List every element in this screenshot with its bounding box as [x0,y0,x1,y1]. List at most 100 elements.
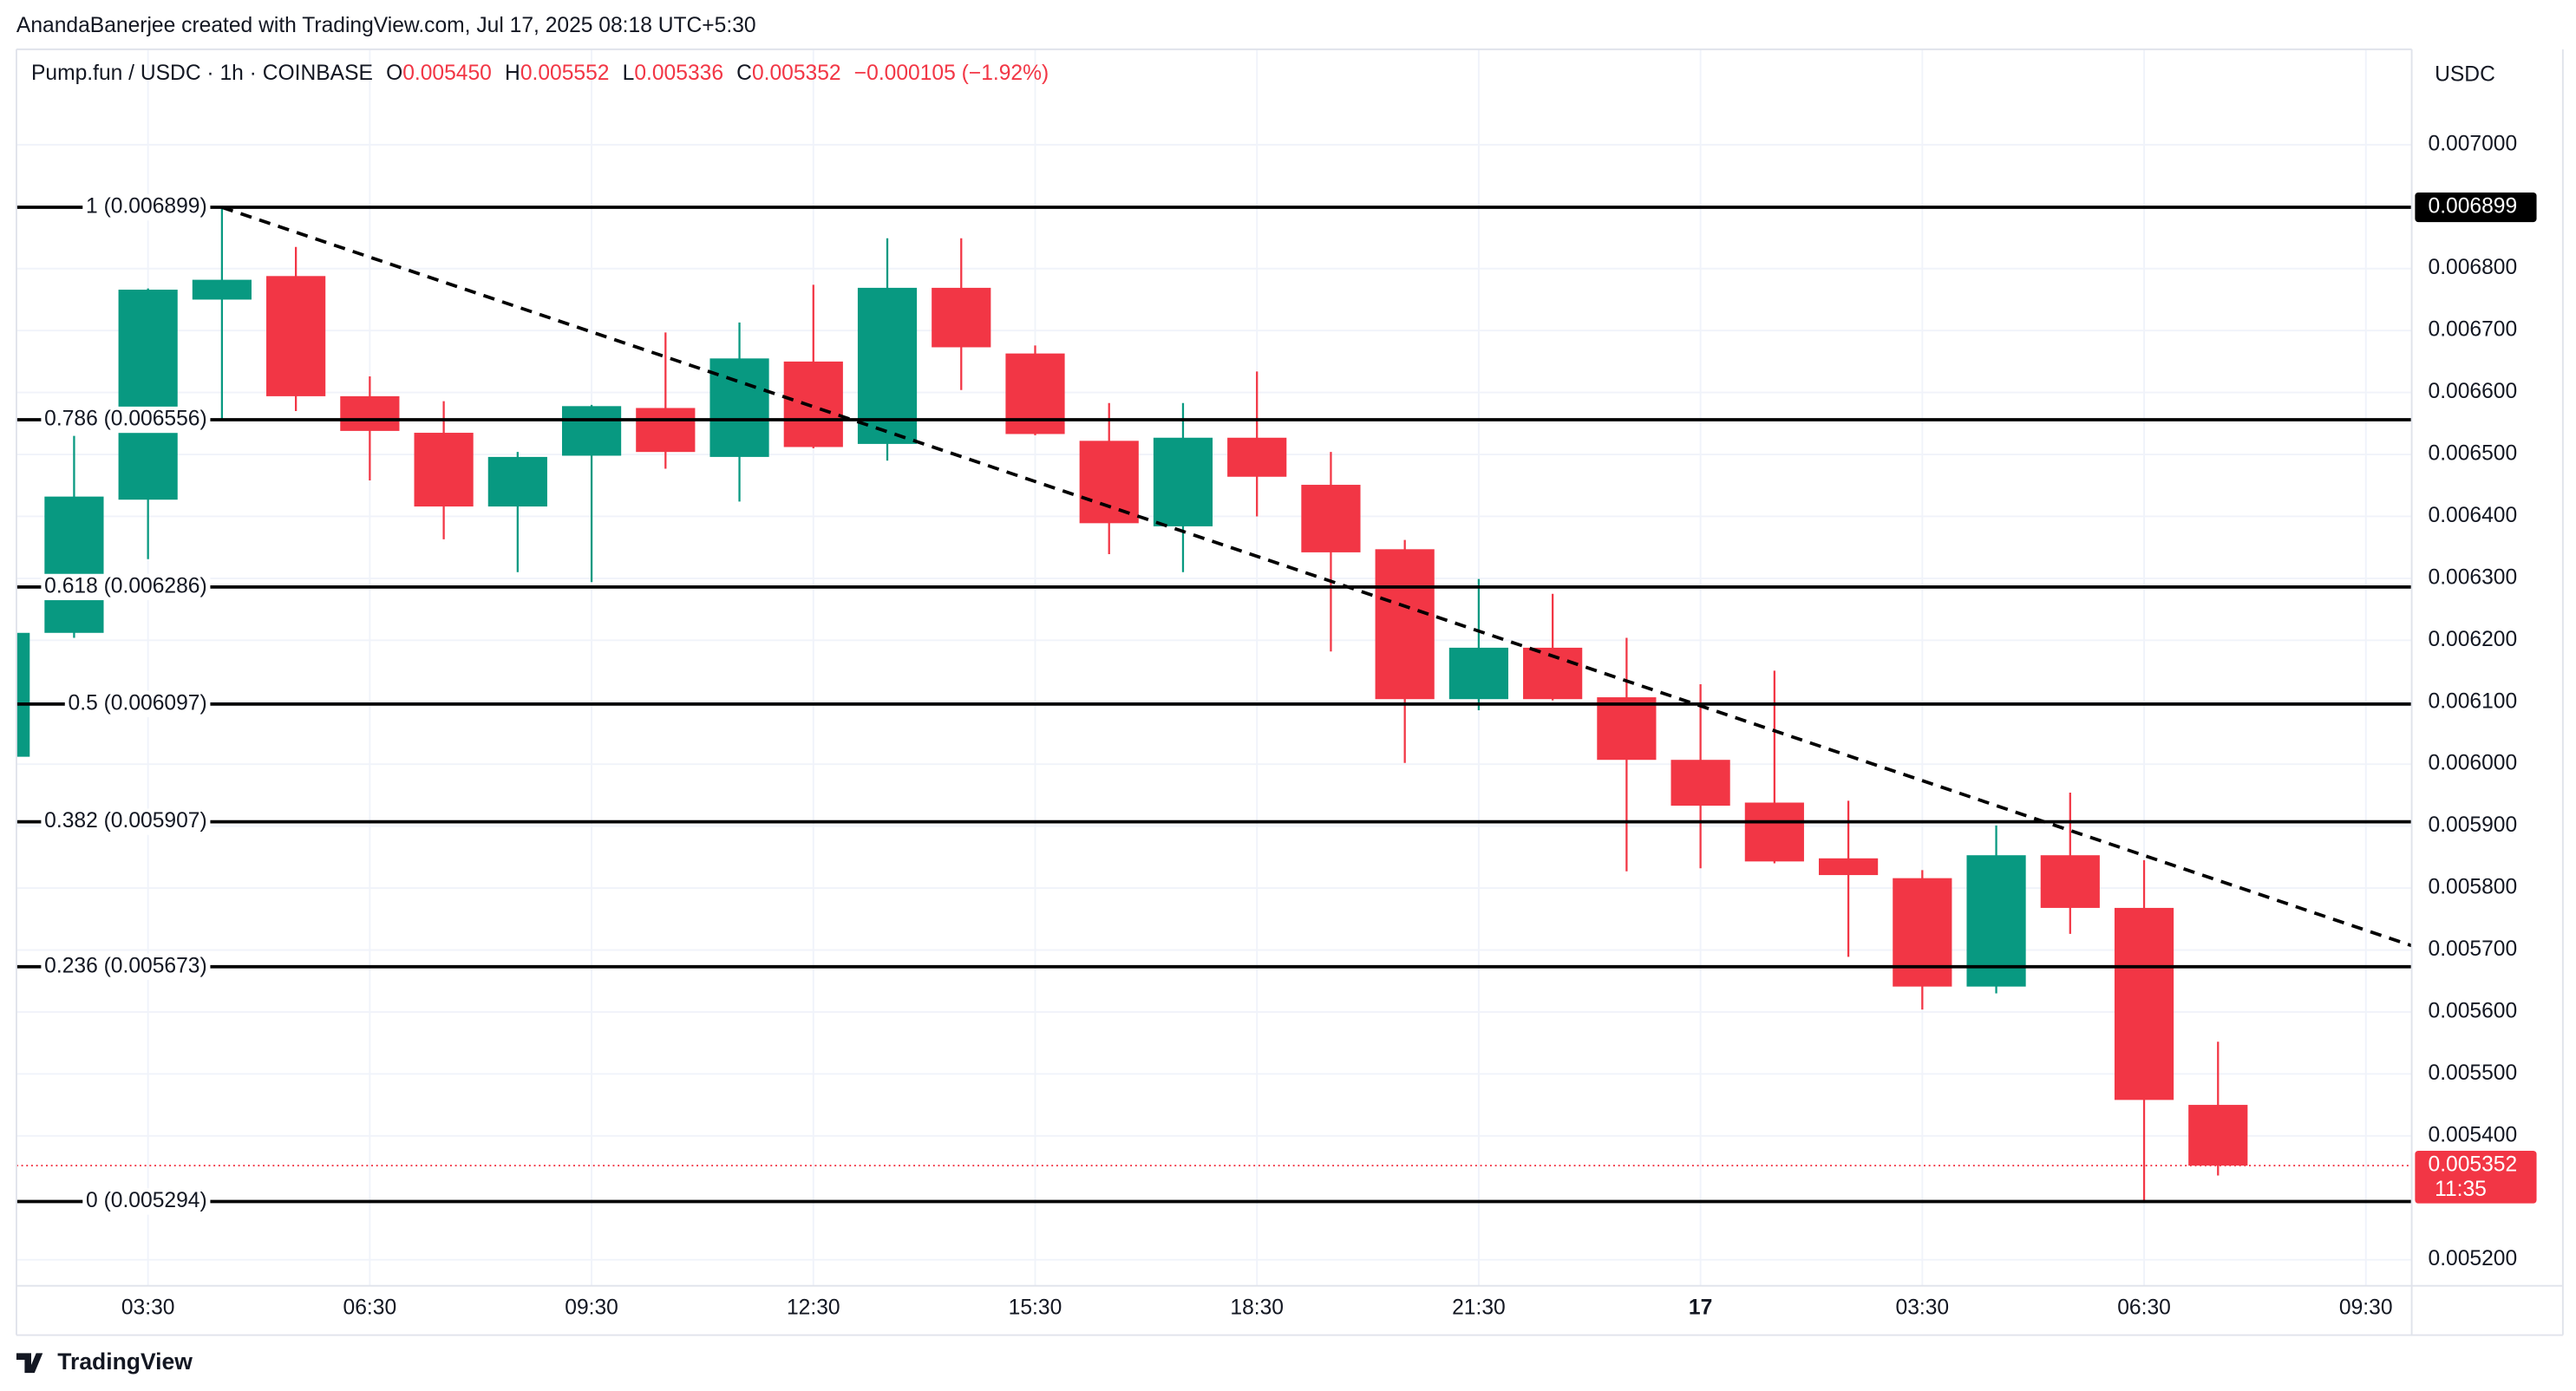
fib-label: 0.5 (0.006097) [69,691,207,715]
legend-key: H [505,62,520,85]
grid [16,49,2412,1286]
candle-body [266,276,326,396]
candle-body [783,361,843,447]
candle-body [118,290,178,500]
candle-body [561,406,622,456]
overlay: 1 (0.006899) 0.786 (0.006556) 0.618 (0.006… [16,193,2412,1215]
y-axis-label: USDC [2435,63,2495,87]
logo: TradingView [16,1349,193,1375]
y-tick-label: 0.006100 [2429,689,2518,713]
y-tick-label: 0.006800 [2429,256,2518,279]
x-tick-label: 09:30 [565,1296,618,1320]
last-price-box [2415,1151,2537,1204]
y-tick-label: 0.006700 [2429,318,2518,342]
x-tick-label: 09:30 [2339,1296,2393,1320]
candle-body [1227,437,1287,477]
y-tick-label: 0.005500 [2429,1061,2518,1085]
candle-body [1448,647,1509,700]
legend-value: 0.005552 [520,62,610,85]
chart-title: Pump.fun / USDC · 1h · COINBASE [31,62,373,85]
x-tick-label: 21:30 [1452,1296,1506,1320]
candle-body [2114,907,2174,1100]
legend-key: L [623,62,635,85]
x-tick-label: 06:30 [343,1296,397,1320]
y-tick-label: 0.006300 [2429,565,2518,589]
y-tick-label: 0.006500 [2429,442,2518,466]
candle-body [1301,485,1361,552]
candle-body [16,632,30,757]
candle-body [1966,855,2026,987]
candle-body [1597,697,1657,761]
legend-key: C [736,62,752,85]
legend-key: O [386,62,402,85]
y-tick-label: 0.006600 [2429,380,2518,403]
y-tick-label: 0.005800 [2429,876,2518,899]
candle-body [1670,760,1730,807]
candle-body [1375,549,1435,700]
y-tick-label: 0.005600 [2429,999,2518,1022]
fib-label: 1 (0.006899) [86,195,207,219]
fib-label-bg [82,1188,211,1215]
candle-body [44,496,104,633]
y-tick-label: 0.006200 [2429,628,2518,651]
fib-price-box [2415,192,2537,223]
y-tick-label: 0.005400 [2429,1123,2518,1146]
x-tick-label: 12:30 [787,1296,840,1320]
y-tick-label: 0.006400 [2429,504,2518,527]
plot-area [16,207,2248,1202]
axes: 0.005200 0.005400 0.005500 0.005600 0.005700… [121,132,2517,1319]
price-axis-bg [2411,49,2563,1286]
candle-body [2188,1105,2248,1166]
x-tick-label: 06:30 [2117,1296,2171,1320]
fib-label: 0.618 (0.006286) [44,574,206,598]
y-tick-label: 0.005200 [2429,1247,2518,1270]
candle-body [709,358,769,457]
candle-body [857,287,918,444]
last-price-label: 0.005352 [2429,1153,2518,1177]
candle-body [1079,441,1139,524]
x-tick-label: 17 [1689,1296,1712,1320]
candle-body [340,395,400,431]
candle-body [2040,855,2100,908]
fib-label: 0 (0.005294) [86,1189,207,1212]
candle-body [192,279,252,300]
fib-label-bg [64,690,211,718]
fib-label-bg [41,808,211,835]
fib-price-label: 0.006899 [2429,195,2518,219]
y-tick-label: 0.006000 [2429,752,2518,775]
candle-body [636,408,696,453]
fib-label: 0.786 (0.006556) [44,408,206,431]
candle-body [1744,802,1804,862]
candle-body [1153,437,1213,526]
fib-label-bg [82,193,211,221]
candle-body [487,456,547,507]
trendline [221,206,2412,948]
legend-value: 0.005352 [752,62,841,85]
fib-label-bg [41,953,211,980]
legend-value: 0.005336 [634,62,723,85]
fib-label: 0.236 (0.005673) [44,954,206,977]
x-tick-label: 15:30 [1009,1296,1062,1320]
logo-text: TradingView [57,1349,193,1375]
x-tick-label: 03:30 [1896,1296,1950,1320]
fib-label-bg [41,573,211,601]
fib-label: 0.382 (0.005907) [44,809,206,833]
logo-icon [16,1353,43,1374]
countdown: 11:35 [2435,1178,2487,1201]
candle-body [414,433,474,507]
candle-body [1818,858,1879,876]
fib-label-bg [41,406,211,434]
x-tick-label: 03:30 [121,1296,175,1320]
y-tick-label: 0.005900 [2429,813,2518,837]
candle-body [1005,353,1065,434]
legend-change: −0.000105 (−1.92%) [854,62,1049,85]
candle-body [1893,878,1952,987]
candle-body [932,287,991,348]
attribution: AnandaBanerjee created with TradingView.… [16,14,756,37]
legend-value: 0.005450 [402,62,492,85]
x-tick-label: 18:30 [1230,1296,1284,1320]
y-tick-label: 0.007000 [2429,132,2518,155]
